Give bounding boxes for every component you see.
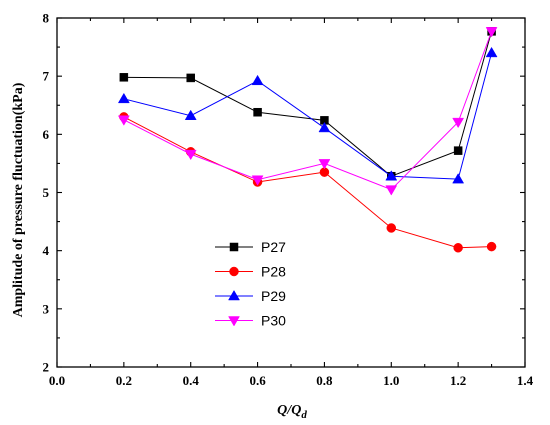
x-tick-label: 1.4 — [517, 373, 534, 388]
series-p28-line — [123, 116, 492, 249]
legend-marker-p28 — [229, 266, 239, 277]
x-axis-title-slash: / — [286, 403, 292, 418]
series-p30-point — [452, 117, 465, 129]
series-p30-point — [184, 149, 197, 161]
legend: P27 P28 P29 P30 — [215, 239, 286, 329]
series-p29-point — [318, 121, 331, 133]
series-p30-point — [117, 115, 130, 126]
series-p28-point — [486, 241, 497, 252]
legend-marker-p30 — [228, 316, 240, 327]
legend-marker-p27 — [229, 242, 239, 252]
series-p29-point — [117, 92, 130, 104]
y-tick-label: 8 — [43, 11, 50, 26]
y-tick-label: 5 — [43, 185, 50, 200]
series-p30-point — [385, 185, 398, 196]
series-p30 — [117, 27, 498, 196]
x-tick-label: 0.4 — [183, 373, 200, 388]
series-p28-point — [453, 243, 463, 253]
legend-item-p27: P27 — [215, 239, 286, 255]
legend-label-p30: P30 — [261, 313, 286, 329]
x-tick-label: 0.6 — [249, 373, 266, 388]
y-tick-label: 6 — [43, 127, 50, 142]
x-tick-label: 1.2 — [450, 373, 466, 388]
series-p29 — [117, 46, 498, 184]
series-p30-point — [251, 175, 264, 186]
x-tick-label: 0.8 — [316, 373, 333, 388]
series-p29-point — [452, 173, 465, 184]
series-p29-point — [385, 170, 398, 181]
series-p27-point — [186, 73, 195, 83]
legend-item-p30: P30 — [215, 313, 286, 329]
y-tick-label: 2 — [43, 360, 50, 375]
series-p29-point — [251, 74, 264, 86]
x-axis-title-subscript: d — [301, 409, 307, 421]
series-p30-point — [318, 159, 331, 170]
y-axis-ticks: 2 3 4 5 6 7 8 — [43, 11, 525, 375]
y-tick-label: 3 — [43, 301, 50, 316]
axes — [56, 17, 526, 368]
series-p30-line — [123, 31, 493, 191]
y-axis-title: Amplitude of pressure fluctuation(kPa) — [11, 82, 26, 317]
plot-frame — [56, 17, 526, 368]
series-p29-line — [123, 52, 493, 180]
x-axis-ticks: 0.0 0.2 0.4 0.6 0.8 1.0 1.2 1.4 — [49, 18, 534, 388]
x-axis-title: Q/Qd — [277, 403, 307, 421]
legend-label-p29: P29 — [261, 288, 286, 304]
y-tick-label: 4 — [43, 243, 50, 258]
series-p29-point — [485, 46, 498, 58]
series-p29-point — [184, 109, 197, 120]
x-axis-title-q: Q — [277, 403, 287, 418]
series-p30-point — [485, 27, 498, 38]
x-tick-label: 0.0 — [49, 373, 65, 388]
y-tick-label: 7 — [43, 69, 50, 84]
legend-item-p28: P28 — [215, 264, 286, 280]
x-tick-label: 1.0 — [383, 373, 399, 388]
series-p27-line — [123, 31, 493, 177]
series-p27 — [119, 27, 496, 181]
legend-item-p29: P29 — [215, 288, 286, 304]
x-tick-label: 0.2 — [116, 373, 132, 388]
legend-label-p28: P28 — [261, 264, 286, 280]
series-group — [117, 27, 498, 253]
series-p27-point — [119, 73, 129, 82]
legend-marker-p29 — [228, 290, 240, 301]
legend-label-p27: P27 — [261, 239, 286, 255]
series-p28 — [119, 112, 497, 253]
series-p27-point — [253, 107, 262, 117]
series-p27-point — [453, 146, 463, 155]
x-axis-title-qd: Q — [291, 403, 301, 418]
series-p28-point — [386, 223, 397, 233]
